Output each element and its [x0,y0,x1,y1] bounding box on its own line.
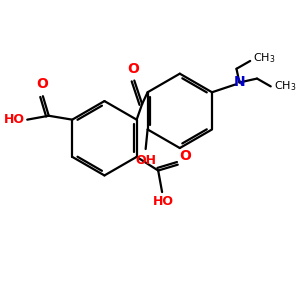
Text: OH: OH [135,154,156,167]
Text: HO: HO [4,113,25,126]
Text: HO: HO [153,195,174,208]
Text: CH$_3$: CH$_3$ [274,80,296,93]
Text: O: O [180,149,192,163]
Text: O: O [128,61,139,76]
Text: CH$_3$: CH$_3$ [253,51,276,65]
Text: N: N [234,76,245,89]
Text: O: O [36,77,48,91]
